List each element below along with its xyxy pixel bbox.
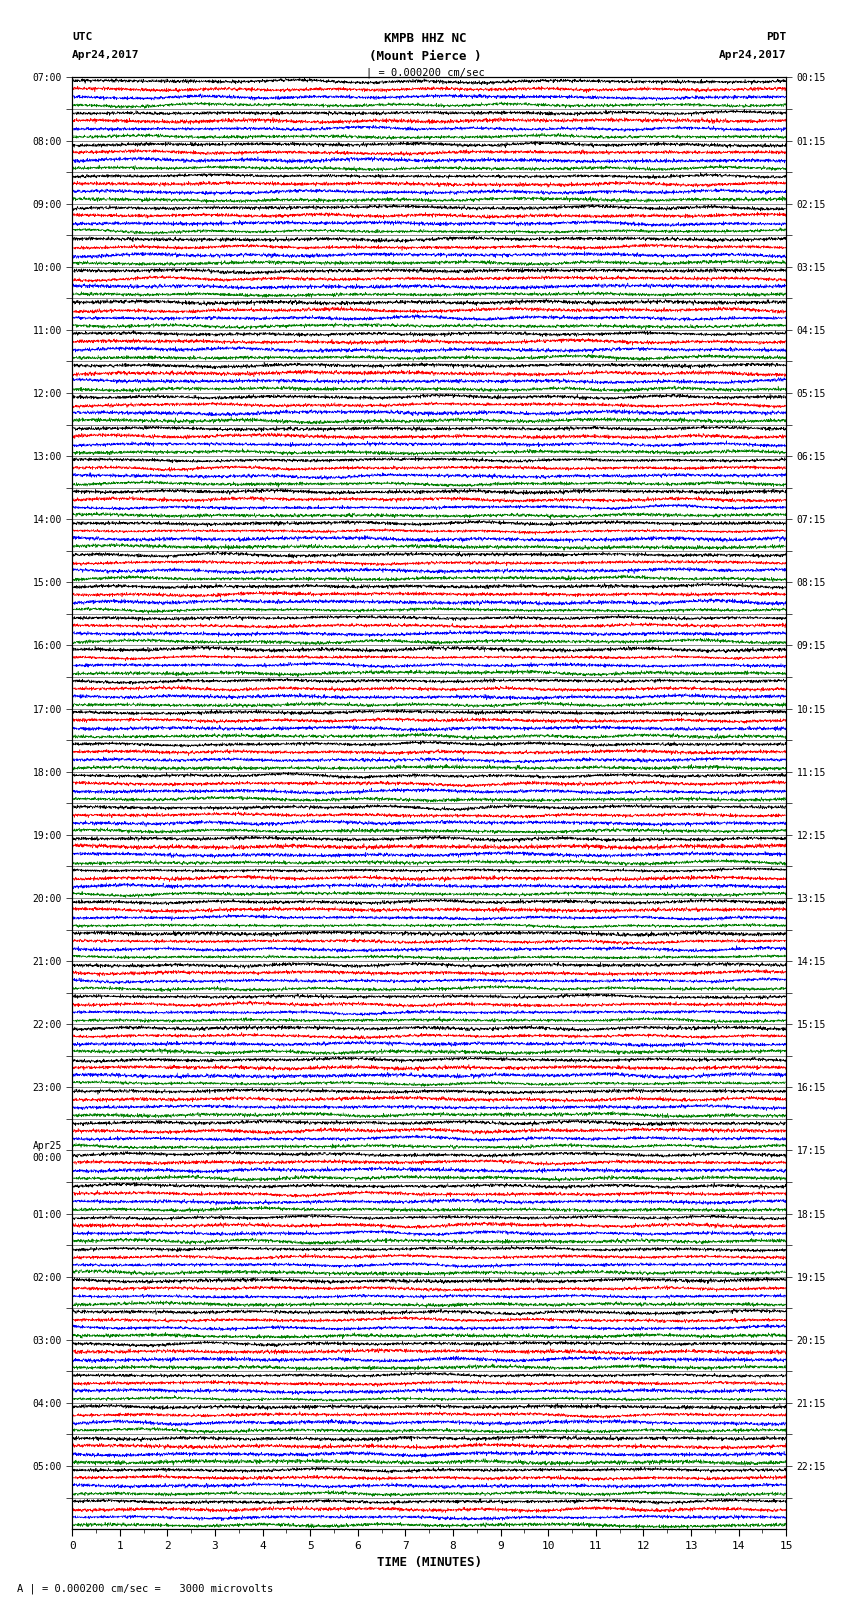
Text: KMPB HHZ NC: KMPB HHZ NC	[383, 32, 467, 45]
Text: A | = 0.000200 cm/sec =   3000 microvolts: A | = 0.000200 cm/sec = 3000 microvolts	[17, 1582, 273, 1594]
X-axis label: TIME (MINUTES): TIME (MINUTES)	[377, 1557, 482, 1569]
Text: | = 0.000200 cm/sec: | = 0.000200 cm/sec	[366, 68, 484, 79]
Text: UTC: UTC	[72, 32, 93, 42]
Text: (Mount Pierce ): (Mount Pierce )	[369, 50, 481, 63]
Text: Apr24,2017: Apr24,2017	[719, 50, 786, 60]
Text: PDT: PDT	[766, 32, 786, 42]
Text: Apr24,2017: Apr24,2017	[72, 50, 139, 60]
